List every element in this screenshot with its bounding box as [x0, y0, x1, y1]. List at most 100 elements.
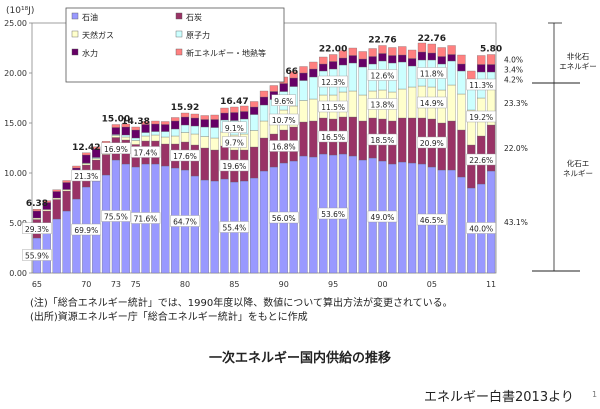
x-tick-label: 95 [328, 280, 338, 289]
bar-segment [121, 126, 130, 136]
total-value-label: 22.76 [418, 34, 446, 44]
x-tick-label: 90 [279, 280, 289, 289]
group-label-line: 非化石 [567, 51, 590, 61]
share-label-box [101, 210, 131, 222]
share-label-box [318, 100, 348, 113]
total-value-label: 15.00 [102, 115, 130, 125]
bar-segment [299, 72, 308, 81]
share-label: 12.3% [321, 78, 345, 87]
bar-segment [250, 114, 259, 131]
energy-supply-chart: (10¹⁸J) 0.00 5.00 10.00 15.00 20.00 25.00 65 70 7… [4, 6, 597, 289]
share-label: 11.5% [321, 103, 345, 112]
bar-segment [151, 123, 160, 132]
bar-segment [161, 136, 170, 145]
bar-segment [210, 149, 219, 182]
share-label-box [219, 221, 250, 233]
share-label: 71.6% [134, 215, 158, 224]
bar-segment [121, 136, 130, 141]
bar-segment [407, 162, 417, 274]
y-tick-label: 0.00 [9, 269, 27, 278]
bar-segment [92, 146, 101, 150]
share-label: 10.7% [272, 116, 296, 125]
bar-segment [398, 161, 407, 274]
bar-segment [338, 50, 348, 59]
bar-segment [348, 90, 357, 118]
bar-segment [200, 119, 209, 128]
legend-label: 新エネルギー・地熱等 [186, 48, 266, 58]
bar-segment [299, 121, 308, 157]
latest-share-label: 23.3% [504, 99, 528, 108]
share-label: 19.2% [469, 113, 493, 122]
bar-segment [220, 112, 229, 121]
share-label-box [367, 69, 398, 81]
bar-segment [309, 120, 318, 158]
legend-swatch [175, 30, 183, 38]
bar-segment [427, 43, 436, 54]
bar-segment [378, 45, 387, 54]
share-label: 40.0% [469, 225, 493, 234]
bar-segment [62, 189, 71, 192]
bar-segment [368, 56, 377, 65]
bar-segment [457, 70, 466, 95]
share-label: 75.5% [104, 213, 128, 222]
bar-segment [398, 61, 407, 90]
share-label-box [222, 136, 247, 148]
bar-segment [388, 47, 397, 56]
bar-segment [259, 137, 269, 172]
footnote-source: (出所)資源エネルギー庁「総合エネルギー統計」をもとに作成 [30, 312, 308, 323]
x-tick-label: 80 [180, 280, 190, 289]
bar-segment [398, 88, 407, 119]
bar-segment [141, 121, 150, 125]
bar-segment [200, 115, 209, 120]
bar-segment [101, 174, 111, 274]
share-label-box [466, 153, 496, 166]
share-label: 9.1% [225, 124, 244, 133]
bar-segment [190, 113, 199, 119]
bar-segment [329, 54, 338, 62]
bar-segment [299, 100, 308, 123]
bar-segment [180, 116, 190, 126]
bar-segment [368, 48, 377, 57]
share-label: 13.8% [371, 101, 395, 110]
share-label-box [101, 142, 131, 154]
latest-share-label: 4.0% [504, 56, 523, 65]
bar-segment [447, 84, 456, 122]
share-label-box [318, 130, 348, 143]
bar-segment [338, 57, 348, 66]
bar-segment [190, 125, 199, 135]
share-label-box [367, 210, 398, 223]
bar-segment [348, 116, 357, 157]
x-tick-label: 00 [377, 280, 387, 289]
share-label: 46.5% [420, 216, 444, 225]
y-tick-label: 25.00 [4, 19, 27, 28]
bar-segment [161, 131, 170, 138]
bar-segment [309, 61, 318, 70]
bar-segment [141, 132, 150, 137]
bar-segment [180, 112, 190, 118]
bar-segment [477, 64, 486, 73]
legend-swatch [71, 48, 79, 56]
share-label-box [22, 249, 52, 261]
bar-segment [200, 126, 209, 137]
share-label-box [269, 211, 299, 224]
bar-segment [259, 90, 269, 98]
bar-segment [171, 120, 180, 130]
bar-segment [32, 210, 42, 219]
bar-segment [121, 134, 130, 138]
share-label-box [466, 78, 496, 91]
legend-label: 石炭 [186, 13, 202, 22]
x-tick-label: 70 [81, 280, 91, 289]
bar-segment [437, 47, 446, 57]
bar-segment [486, 64, 496, 73]
bar-segment [407, 65, 417, 88]
bar-segment [348, 155, 357, 274]
page-number: 1 [592, 390, 598, 399]
bar-segment [259, 104, 269, 122]
bar-segment [398, 117, 407, 163]
bar-segment [309, 76, 318, 100]
share-label: 11.8% [420, 70, 444, 79]
share-label: 18.5% [371, 136, 395, 145]
bar-segment [62, 210, 71, 274]
share-label: 22.6% [469, 156, 493, 165]
share-label: 20.9% [420, 139, 444, 148]
